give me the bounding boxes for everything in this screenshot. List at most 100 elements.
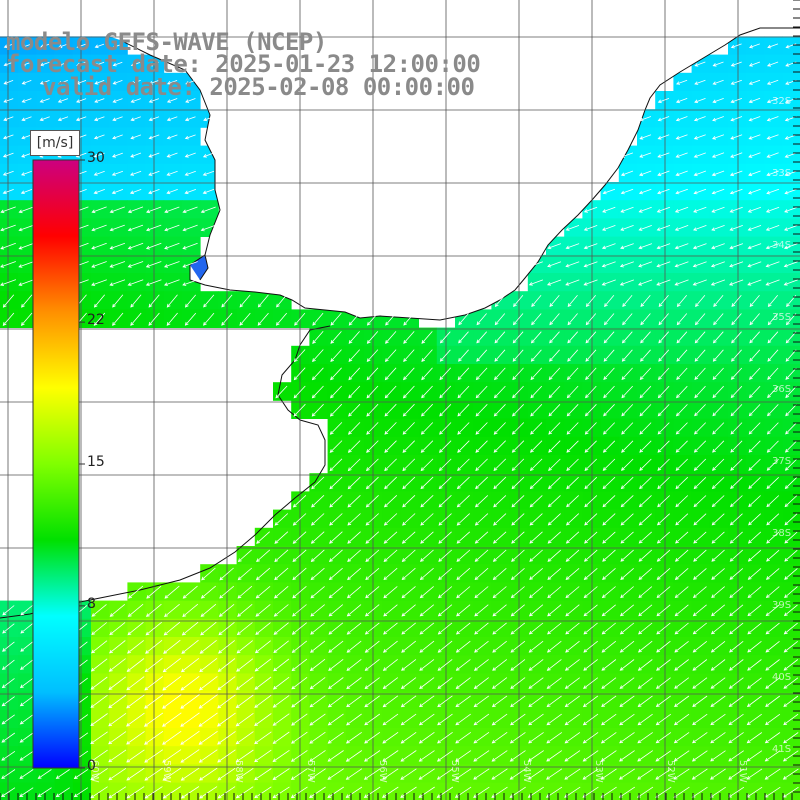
wind-arrow [19,696,34,707]
wind-arrow [729,586,744,599]
wind-arrow [638,567,653,580]
wind-arrow [145,279,162,286]
wind-arrow [109,279,126,286]
wind-arrow [127,621,144,636]
wind-arrow [127,603,144,617]
wind-arrow [602,188,616,195]
wind-arrow [473,659,489,671]
wind-arrow [638,188,652,195]
wind-arrow [640,349,651,362]
wind-arrow [327,750,344,762]
wind-arrow [656,640,671,653]
wind-arrow [492,586,507,599]
wind-arrow [127,261,144,268]
wind-arrow [748,152,761,158]
wind-arrow [510,659,526,671]
wind-arrow [692,279,707,286]
wind-arrow [730,61,742,67]
wind-arrow [582,713,599,726]
colorbar [32,159,80,769]
wind-arrow [148,294,160,308]
wind-arrow [217,786,236,799]
wind-arrow [585,385,597,399]
wind-arrow [637,732,653,744]
wind-arrow [695,295,706,308]
wind-arrow [293,349,306,363]
colorbar-tick-label: 22 [87,312,105,329]
wind-arrow [346,695,362,708]
wind-arrow [675,404,688,417]
wind-arrow [292,604,307,617]
wind-arrow [784,170,798,177]
wind-arrow [272,695,290,708]
wind-arrow [493,513,507,526]
wind-arrow [638,513,652,526]
lon-label: 58W [233,760,244,783]
wind-arrow [290,768,308,780]
wind-arrow [257,312,269,326]
wind-arrow [166,170,178,176]
wind-arrow [108,712,127,727]
wind-arrow [384,440,397,453]
wind-arrow [146,206,162,214]
wind-arrow [21,80,32,85]
wind-arrow [657,170,670,177]
wind-arrow [657,440,670,453]
wind-arrow [675,188,688,195]
wind-arrow [712,79,724,85]
wind-arrow [730,440,743,453]
wind-arrow [656,549,671,562]
wind-arrow [710,695,726,708]
wind-arrow [784,188,798,195]
wind-arrow [621,331,633,344]
wind-arrow [729,225,743,231]
wind-arrow [765,713,781,726]
wind-arrow [163,621,181,636]
wind-arrow [126,658,145,672]
wind-arrow [184,134,196,140]
wind-arrow [439,331,451,344]
wind-arrow [747,604,762,617]
wind-arrow [364,604,380,617]
wind-arrow [530,422,543,435]
wind-arrow [199,639,217,654]
wind-arrow [565,225,580,231]
wind-arrow [527,768,545,780]
wind-arrow [566,385,579,399]
wind-arrow [582,768,599,780]
wind-arrow [127,224,144,232]
wind-arrow [421,331,433,344]
wind-arrow [164,603,180,618]
wind-arrow [19,678,34,689]
wind-arrow [130,116,141,122]
wind-arrow [492,659,508,671]
wind-arrow [292,567,307,581]
wind-arrow [585,367,597,381]
wind-arrow [202,170,215,176]
wind-arrow [729,604,744,617]
wind-arrow [546,640,562,653]
wind-arrow [292,585,307,599]
wind-arrow [345,731,362,744]
wind-arrow [731,295,742,308]
wind-arrow [785,43,797,49]
wind-arrow [748,385,761,399]
wind-arrow [402,458,416,472]
wind-arrow [509,768,526,780]
wind-arrow [693,513,707,526]
wind-arrow [382,640,398,653]
wind-arrow [729,495,743,508]
wind-arrow [329,440,343,453]
wind-arrow [602,440,616,453]
wind-arrow [421,403,433,417]
wind-arrow [730,385,743,399]
wind-arrow [108,786,127,799]
wind-arrow [710,659,726,671]
wind-arrow [692,695,708,708]
wind-arrow [604,295,615,308]
wind-arrow [621,404,634,417]
wind-arrow [620,188,634,195]
wind-arrow [384,349,397,363]
wind-arrow [549,331,560,344]
wind-arrow [621,367,633,381]
